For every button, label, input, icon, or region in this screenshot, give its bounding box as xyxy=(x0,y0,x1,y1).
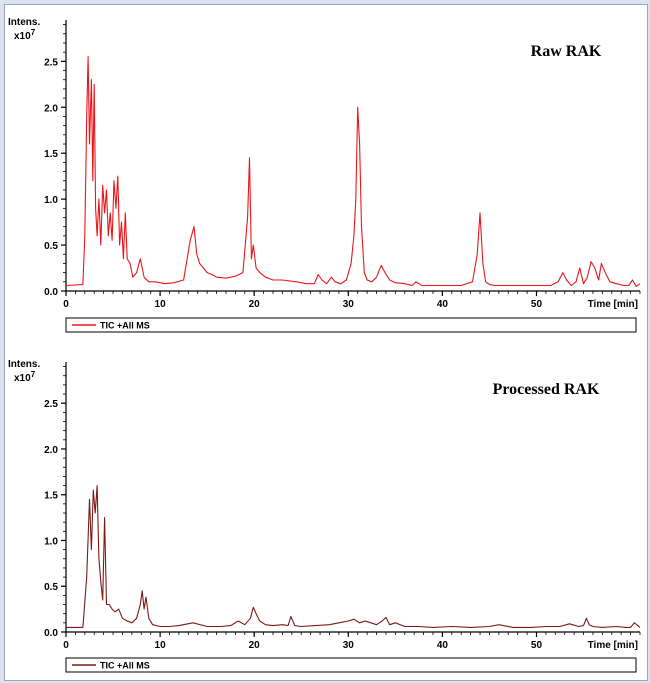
y-tick-label: 1.5 xyxy=(44,491,58,502)
legend: TIC +All MS xyxy=(65,657,637,673)
legend-label: TIC +All MS xyxy=(100,321,150,331)
y-axis-label: Intens. xyxy=(8,17,40,28)
legend-box xyxy=(65,657,637,673)
chart-title: Processed RAK xyxy=(493,381,600,398)
x-tick-label: 50 xyxy=(531,640,543,651)
x-tick-label: 10 xyxy=(155,299,167,310)
y-axis-exponent: 7 xyxy=(31,370,36,379)
x-tick-label: 20 xyxy=(249,640,261,651)
legend: TIC +All MS xyxy=(65,317,637,333)
chart-panel-2: 0.0 0.5 1.0 1.5 2.0 2.5 0 10 20 30 40 50 Time [min] I… xyxy=(8,359,641,673)
y-axis-scale-label: x107 xyxy=(14,28,36,42)
x-tick-label: 0 xyxy=(63,640,69,651)
x-tick-label: 40 xyxy=(437,299,449,310)
x-axis-label: Time [min] xyxy=(588,640,638,651)
legend-box xyxy=(65,317,637,333)
y-axis-label: Intens. xyxy=(8,359,40,370)
x-tick-label: 40 xyxy=(437,640,449,651)
x-tick-label: 10 xyxy=(155,640,167,651)
y-tick-label: 2.0 xyxy=(44,445,58,456)
x-tick-label: 0 xyxy=(63,299,69,310)
y-tick-label: 1.0 xyxy=(44,536,58,547)
series-line xyxy=(65,56,641,287)
y-tick-label: 1.0 xyxy=(44,195,58,206)
x-tick-label: 50 xyxy=(531,299,543,310)
y-axis-scale-label: x107 xyxy=(14,370,36,384)
y-axis-exponent: 7 xyxy=(31,28,36,37)
y-tick-label: 0.5 xyxy=(44,582,58,593)
y-tick-label: 2.5 xyxy=(44,57,58,68)
x-axis-label: Time [min] xyxy=(588,299,638,310)
x-tick-label: 30 xyxy=(343,640,355,651)
y-tick-label: 0.0 xyxy=(44,628,58,639)
y-tick-label: 2.0 xyxy=(44,103,58,114)
x-tick-label: 30 xyxy=(343,299,355,310)
y-tick-label: 2.5 xyxy=(44,399,58,410)
legend-label: TIC +All MS xyxy=(100,661,150,671)
y-tick-label: 0.5 xyxy=(44,241,58,252)
series-line xyxy=(66,485,641,628)
chart-panel-1: 0.0 0.5 1.0 1.5 2.0 2.5 0 10 20 30 40 50 Time [min] I… xyxy=(8,17,641,333)
x-tick-label: 20 xyxy=(249,299,261,310)
y-tick-label: 0.0 xyxy=(44,287,58,298)
y-tick-label: 1.5 xyxy=(44,149,58,160)
chart-title: Raw RAK xyxy=(531,43,602,60)
chart-frame xyxy=(4,4,648,681)
